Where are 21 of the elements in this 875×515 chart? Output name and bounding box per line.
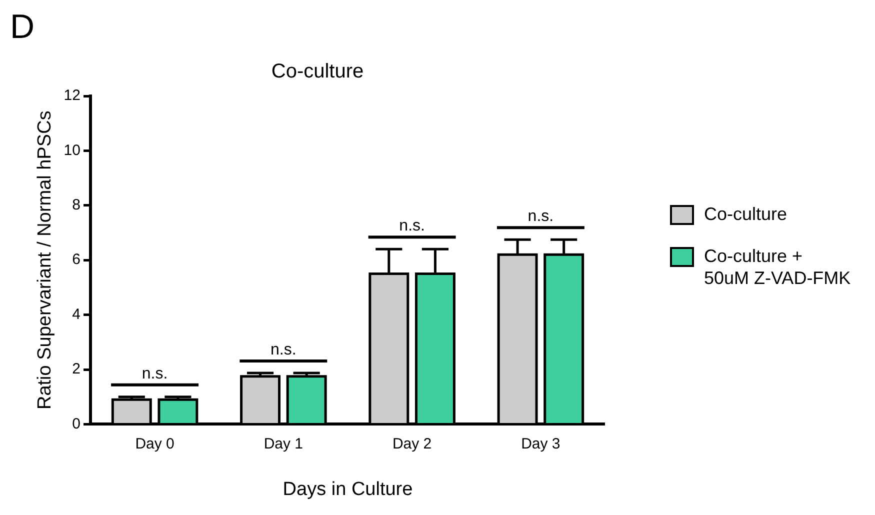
- y-tick-label: 0: [72, 415, 80, 432]
- chart-title: Co-culture: [271, 60, 364, 83]
- x-tick-label: Day 1: [264, 435, 304, 452]
- x-tick-label: Day 0: [135, 435, 174, 452]
- y-tick-label: 12: [64, 87, 80, 104]
- y-tick-label: 2: [72, 360, 80, 378]
- legend-label: Co-culture: [704, 203, 788, 225]
- y-tick-label: 4: [72, 306, 80, 323]
- x-tick-label: Day 3: [521, 435, 560, 452]
- annotation: n.s.: [142, 365, 168, 382]
- y-tick-label: 10: [64, 142, 80, 159]
- legend-label: Co-culture + 50uM Z-VAD-FMK: [704, 245, 852, 289]
- x-axis-title: Days in Culture: [282, 478, 413, 500]
- annotation: n.s.: [528, 208, 554, 225]
- y-tick-label: 8: [72, 196, 80, 214]
- x-tick-label: Day 2: [392, 435, 432, 452]
- annotation: n.s.: [399, 218, 425, 235]
- y-axis-title: Ratio Supervariant / Normal hPSCs: [34, 110, 56, 410]
- annotation: n.s.: [270, 341, 296, 358]
- text: D: [10, 8, 35, 47]
- y-tick-label: 6: [72, 251, 80, 268]
